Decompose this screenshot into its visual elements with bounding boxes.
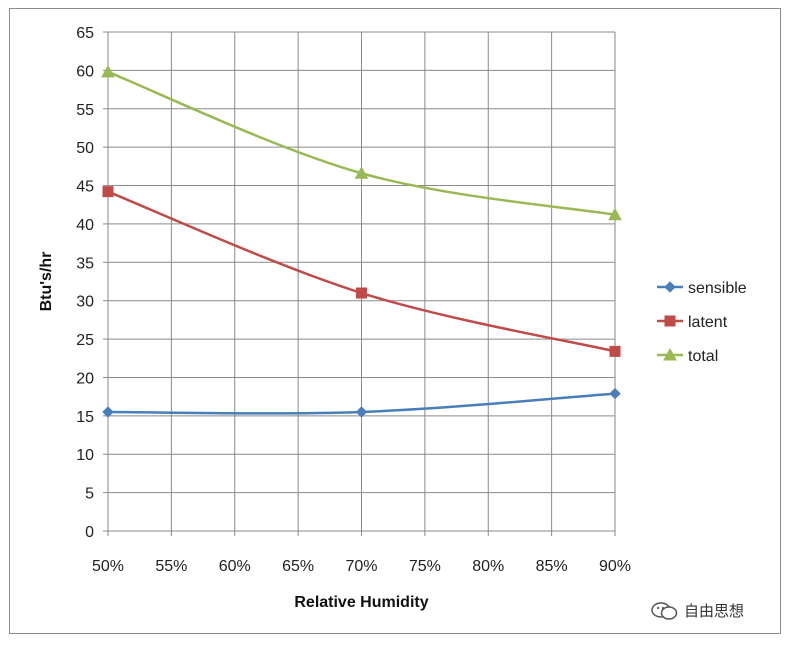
legend-label-latent: latent [688,314,728,331]
x-tick-label: 90% [599,558,631,575]
data-point-latent [356,287,367,299]
x-axis-title: Relative Humidity [294,594,428,611]
wechat-icon [650,601,680,621]
x-tick-label: 60% [219,558,251,575]
grid [103,31,616,536]
y-tick-label: 55 [76,102,94,119]
x-tick-label: 80% [472,558,504,575]
x-tick-label: 50% [92,558,124,575]
data-point-total [101,64,115,78]
legend: sensible latent total [657,280,747,365]
y-tick-label: 10 [76,447,94,464]
data-point-total [608,207,622,221]
y-tick-label: 5 [85,486,94,503]
watermark-text: 自由思想 [684,603,745,620]
chart-frame [9,8,781,634]
x-tick-label: 85% [536,558,568,575]
data-point-sensible [355,406,368,418]
legend-label-sensible: sensible [688,280,747,297]
legend-marker-latent [664,315,676,327]
x-tick-label: 70% [345,558,377,575]
data-point-sensible [609,387,621,400]
x-tick-labels: 50% 55% 60% 65% 70% 75% 80% 85% 90% [92,558,631,575]
data-point-total [354,166,369,179]
data-point-latent [609,345,621,357]
y-tick-label: 30 [76,294,94,311]
y-tick-label: 50 [76,140,94,157]
y-tick-label: 25 [76,332,94,349]
y-axis-title: Btu's/hr [38,252,55,312]
legend-marker-total [663,347,677,361]
y-tick-label: 60 [76,63,94,80]
x-tick-label: 65% [282,558,314,575]
y-tick-label: 45 [76,179,94,196]
y-tick-label: 0 [85,524,94,541]
y-tick-label: 35 [76,255,94,272]
legend-marker-sensible [664,281,676,293]
y-tick-labels: 0 5 10 15 20 25 30 35 40 45 50 55 60 65 [76,25,94,541]
watermark: 自由思想 [650,600,744,621]
x-tick-label: 75% [409,558,441,575]
y-tick-label: 15 [76,409,94,426]
data-point-sensible [102,406,114,418]
data-point-latent [102,186,114,198]
legend-label-total: total [688,348,718,365]
y-tick-label: 65 [76,25,94,42]
x-tick-label: 55% [155,558,187,575]
y-tick-label: 20 [76,370,94,387]
series-group [101,64,622,418]
y-tick-label: 40 [76,217,94,234]
